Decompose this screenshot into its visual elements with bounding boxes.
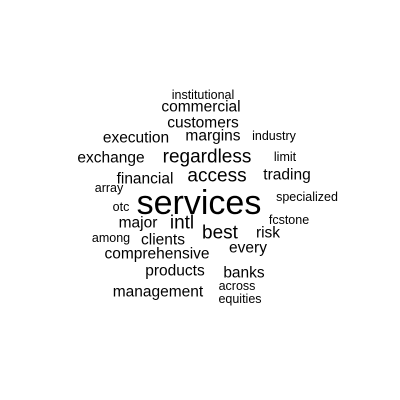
word-every: every bbox=[229, 239, 267, 257]
word-best: best bbox=[202, 222, 238, 244]
word-comprehensive: comprehensive bbox=[104, 245, 210, 263]
word-equities: equities bbox=[218, 291, 262, 306]
word-across: across bbox=[218, 278, 256, 293]
word-otc: otc bbox=[112, 199, 130, 214]
word-financial: financial bbox=[116, 170, 174, 188]
word-fcstone: fcstone bbox=[268, 212, 310, 227]
word-clients: clients bbox=[141, 231, 185, 249]
word-major: major bbox=[118, 214, 158, 232]
word-management: management bbox=[112, 283, 204, 301]
word-margins: margins bbox=[185, 127, 241, 145]
word-products: products bbox=[145, 262, 205, 280]
word-trading: trading bbox=[263, 166, 311, 184]
word-risk: risk bbox=[255, 224, 281, 242]
word-execution: execution bbox=[102, 129, 170, 147]
word-banks: banks bbox=[223, 264, 265, 282]
word-among: among bbox=[91, 230, 131, 245]
word-services: services bbox=[136, 184, 262, 222]
word-institutional: institutional bbox=[171, 87, 235, 102]
word-intl: intl bbox=[169, 212, 195, 234]
word-limit: limit bbox=[273, 149, 297, 164]
word-specialized: specialized bbox=[276, 189, 338, 204]
word-array: array bbox=[94, 180, 124, 195]
word-access: access bbox=[187, 165, 247, 187]
word-customers: customers bbox=[167, 114, 239, 132]
word-regardless: regardless bbox=[162, 146, 252, 168]
word-industry: industry bbox=[252, 128, 296, 143]
word-exchange: exchange bbox=[77, 149, 145, 167]
word-commercial: commercial bbox=[161, 98, 241, 116]
